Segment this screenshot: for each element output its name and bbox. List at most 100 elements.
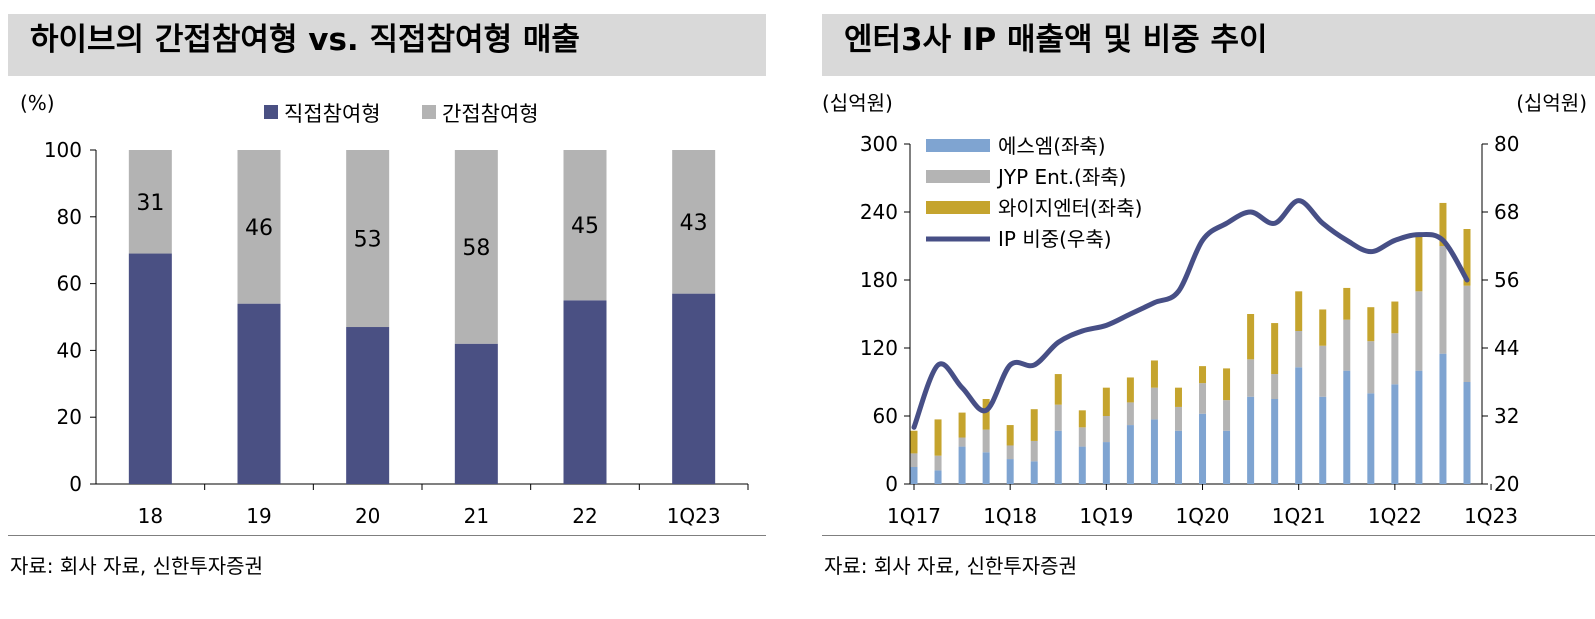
- bar-yg: [934, 419, 942, 456]
- legend-label: 직접참여형: [284, 102, 381, 126]
- bar-sm: [1199, 413, 1207, 484]
- bar-yg: [1247, 314, 1255, 360]
- source-note: 자료: 회사 자료, 신한투자증권: [10, 554, 263, 578]
- bar-yg: [1150, 360, 1158, 388]
- x-tick-label: 1Q17: [887, 504, 941, 528]
- data-label: 43: [680, 211, 708, 236]
- bar-jyp: [1126, 402, 1134, 426]
- legend-swatch: [926, 170, 990, 183]
- bar-jyp: [1199, 383, 1207, 414]
- bar-indirect: [672, 150, 716, 294]
- bar-direct: [563, 300, 607, 484]
- right-axis-unit: (십억원): [1516, 91, 1587, 115]
- bar-jyp: [1319, 345, 1327, 397]
- bar-direct: [346, 327, 390, 484]
- bar-direct: [128, 253, 172, 484]
- bar-jyp: [1295, 331, 1303, 368]
- bar-jyp: [1463, 285, 1471, 382]
- legend-swatch: [422, 105, 436, 119]
- legend-label: 에스엠(좌축): [998, 134, 1106, 158]
- bar-sm: [1343, 370, 1351, 484]
- right-y-tick-label: 44: [1494, 336, 1519, 360]
- left-y-tick-label: 0: [885, 472, 898, 496]
- bar-jyp: [934, 455, 942, 471]
- bar-yg: [1415, 234, 1423, 292]
- data-label: 53: [354, 228, 382, 253]
- legend-swatch: [264, 105, 278, 119]
- bar-indirect: [128, 150, 172, 254]
- bar-sm: [1439, 353, 1447, 484]
- bar-yg: [1439, 202, 1447, 246]
- bar-yg: [1102, 387, 1110, 416]
- right-y-tick-label: 56: [1494, 268, 1519, 292]
- ip-revenue-panel: 엔터3사 IP 매출액 및 비중 추이 (십억원) (십억원) 0 60 120 180 2…: [822, 0, 1595, 619]
- bar-yg: [1223, 368, 1231, 401]
- bar-direct: [672, 293, 716, 484]
- ip-share-line: [911, 198, 1470, 430]
- bar-jyp: [910, 453, 918, 467]
- bar-yg: [1463, 229, 1471, 286]
- left-y-tick-label: 60: [873, 404, 898, 428]
- bar-sm: [1391, 384, 1399, 484]
- data-label: 58: [462, 236, 490, 261]
- bar-yg: [982, 399, 990, 430]
- data-label: 46: [245, 216, 273, 241]
- legend-label: 간접참여형: [442, 102, 539, 126]
- ip-revenue-combo-chart: (십억원) (십억원) 0 60 120 180 240 300 20 32 44 56 68 80 1Q1…: [822, 91, 1587, 528]
- bar-direct: [454, 343, 498, 484]
- left-y-tick-label: 240: [860, 200, 898, 224]
- bar-jyp: [1415, 291, 1423, 371]
- bar-indirect: [454, 150, 498, 344]
- bar-jyp: [1391, 333, 1399, 385]
- bar-yg: [1319, 309, 1327, 346]
- title-bar: [822, 14, 1595, 76]
- bar-jyp: [1150, 387, 1158, 420]
- y-tick-label: 100: [44, 138, 82, 162]
- legend-swatch: [926, 201, 990, 214]
- bar-indirect: [237, 150, 281, 304]
- footer-divider: [822, 535, 1595, 536]
- right-y-tick-label: 20: [1494, 472, 1519, 496]
- data-label: 45: [571, 214, 599, 239]
- x-tick-label: 1Q22: [1368, 504, 1422, 528]
- x-tick-label: 19: [246, 504, 271, 528]
- left-axis-unit: (십억원): [822, 91, 893, 115]
- bar-sm: [1126, 425, 1134, 484]
- bar-yg: [1199, 366, 1207, 384]
- y-tick-label: 60: [57, 272, 82, 296]
- bar-sm: [982, 452, 990, 484]
- bar-sm: [1174, 430, 1182, 484]
- bar-sm: [1367, 393, 1375, 484]
- chart-title: 엔터3사 IP 매출액 및 비중 추이: [844, 22, 1268, 58]
- bar-yg: [1174, 387, 1182, 407]
- bar-yg: [1343, 287, 1351, 320]
- bar-jyp: [1174, 406, 1182, 431]
- bar-sm: [1247, 396, 1255, 484]
- footer-divider: [8, 535, 766, 536]
- x-tick-label: 1Q19: [1079, 504, 1133, 528]
- left-y-tick-label: 120: [860, 336, 898, 360]
- y-tick-label: 40: [57, 338, 82, 362]
- bar-jyp: [1439, 246, 1447, 354]
- bar-yg: [1271, 323, 1279, 375]
- bar-yg: [1078, 410, 1086, 428]
- data-label: 31: [136, 191, 164, 216]
- y-tick-label: 80: [57, 205, 82, 229]
- legend-label: JYP Ent.(좌축): [996, 165, 1126, 189]
- bar-yg: [958, 412, 966, 438]
- bar-jyp: [1102, 416, 1110, 443]
- bar-yg: [1367, 307, 1375, 342]
- legend-label: 와이지엔터(좌축): [998, 196, 1142, 220]
- x-tick-label: 1Q18: [983, 504, 1037, 528]
- bar-sm: [1319, 396, 1327, 484]
- bar-jyp: [1078, 427, 1086, 447]
- right-y-tick-label: 80: [1494, 132, 1519, 156]
- bar-yg: [1391, 301, 1399, 334]
- bar-sm: [1102, 442, 1110, 484]
- bar-jyp: [958, 437, 966, 447]
- bar-jyp: [1054, 404, 1062, 431]
- bar-sm: [1054, 430, 1062, 484]
- x-tick-label: 1Q23: [667, 504, 721, 528]
- bar-direct: [237, 303, 281, 484]
- x-tick-label: 20: [355, 504, 380, 528]
